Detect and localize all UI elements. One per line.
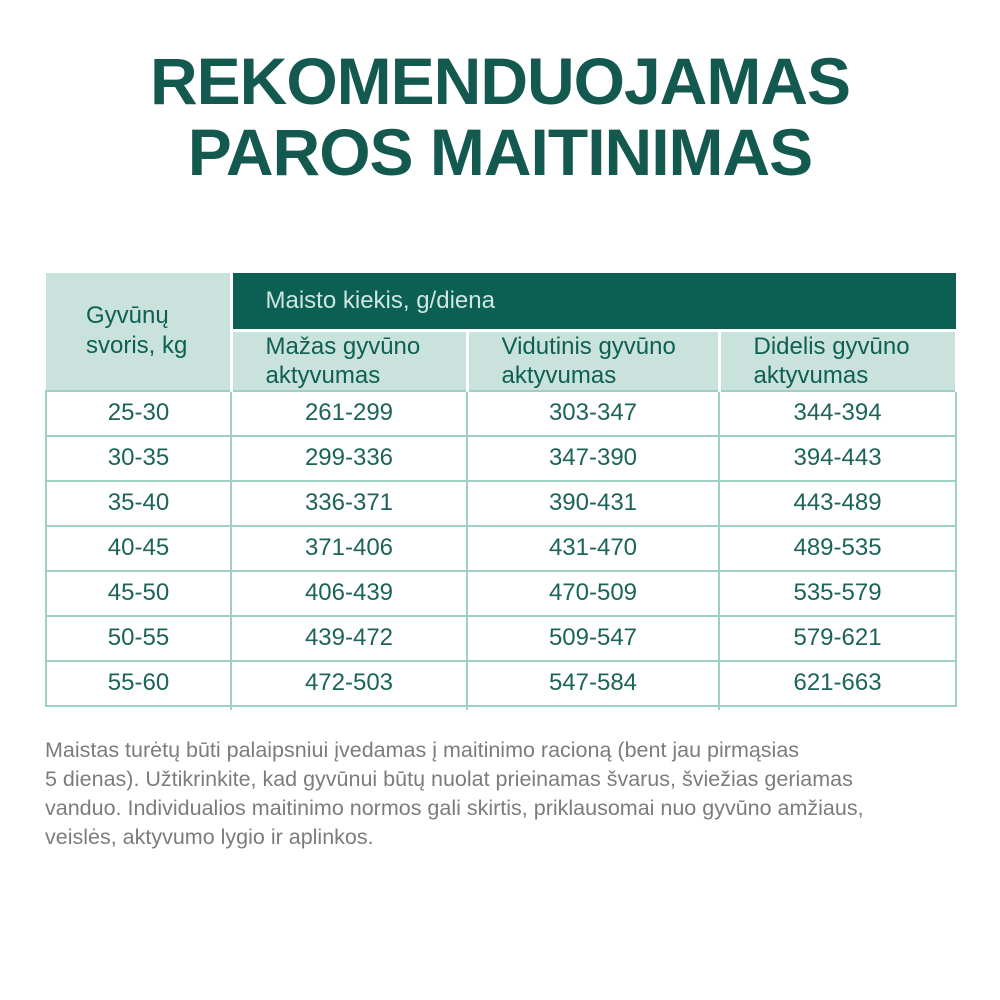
food-amount-cell: 431-470 — [466, 524, 720, 572]
clipped-stub-cell — [230, 705, 467, 710]
food-amount-cell: 299-336 — [230, 434, 468, 482]
table-row: 35-40 336-371 390-431 443-489 — [45, 479, 958, 527]
food-amount-cell: 261-299 — [230, 389, 468, 437]
feeding-table-body: 25-30 261-299 303-347 344-394 30-35 299-336 34… — [45, 389, 958, 710]
food-amount-cell: 443-489 — [717, 479, 958, 527]
food-amount-cell: 509-547 — [466, 614, 720, 662]
food-amount-cell: 439-472 — [230, 614, 468, 662]
footer-note-line: 5 dienas). Užtikrinkite, kad gyvūnui būt… — [45, 766, 853, 791]
table-row: 50-55 439-472 509-547 579-621 — [45, 614, 958, 662]
food-amount-cell: 390-431 — [466, 479, 720, 527]
table-row: 55-60 472-503 547-584 621-663 — [45, 659, 958, 707]
weight-range-cell: 55-60 — [45, 659, 232, 707]
weight-range-cell: 25-30 — [45, 389, 232, 437]
food-amount-cell: 535-579 — [717, 569, 958, 617]
table-row: 40-45 371-406 431-470 489-535 — [45, 524, 958, 572]
food-amount-cell: 344-394 — [717, 389, 958, 437]
food-amount-cell: 470-509 — [466, 569, 720, 617]
page-title-line-2: PAROS MAITINIMAS — [187, 115, 813, 189]
food-amount-cell: 371-406 — [230, 524, 468, 572]
food-amount-cell: 579-621 — [717, 614, 958, 662]
food-amount-cell: 336-371 — [230, 479, 468, 527]
weight-range-cell: 50-55 — [45, 614, 232, 662]
food-amount-group-header: Maisto kiekis, g/diena — [229, 273, 957, 332]
header-row-group: Gyvūnų svoris, kg Maisto kiekis, g/diena — [46, 273, 957, 392]
food-amount-cell: 547-584 — [466, 659, 720, 707]
weight-range-cell: 45-50 — [45, 569, 232, 617]
page-title: REKOMENDUOJAMAS PAROS MAITINIMAS — [0, 0, 1000, 188]
clipped-stub-cell — [466, 705, 719, 710]
page-title-line-1: REKOMENDUOJAMAS — [149, 44, 851, 118]
table-row: 30-35 299-336 347-390 394-443 — [45, 434, 958, 482]
medium-activity-column-header: Vidutinis gyvūno aktyvumas — [465, 330, 719, 392]
food-amount-cell: 472-503 — [230, 659, 468, 707]
low-activity-column-header: Mažas gyvūno aktyvumas — [229, 330, 467, 392]
food-amount-cell: 406-439 — [230, 569, 468, 617]
food-amount-cell: 394-443 — [717, 434, 958, 482]
table-row: 25-30 261-299 303-347 344-394 — [45, 389, 958, 437]
weight-column-header: Gyvūnų svoris, kg — [46, 273, 233, 392]
feeding-table-header: Gyvūnų svoris, kg Maisto kiekis, g/diena… — [46, 273, 958, 392]
food-amount-cell: 347-390 — [466, 434, 720, 482]
food-amount-cell: 621-663 — [717, 659, 958, 707]
footer-note-line: veislės, aktyvumo lygio ir aplinkos. — [45, 824, 374, 849]
header-row-activity: Mažas gyvūno aktyvumas Vidutinis gyvūno … — [46, 330, 958, 392]
clipped-stub-cell — [46, 705, 231, 710]
footer-note-line: Maistas turėtų būti palaipsniui įvedamas… — [45, 737, 800, 762]
feeding-table: Gyvūnų svoris, kg Maisto kiekis, g/diena… — [45, 273, 958, 710]
clipped-stub-cell — [717, 705, 957, 710]
footer-note: Maistas turėtų būti palaipsniui įvedamas… — [45, 736, 955, 852]
high-activity-column-header: Didelis gyvūno aktyvumas — [717, 330, 958, 392]
table-row: 45-50 406-439 470-509 535-579 — [45, 569, 958, 617]
food-amount-cell: 303-347 — [466, 389, 720, 437]
clipped-stub-row — [46, 705, 957, 710]
weight-range-cell: 35-40 — [45, 479, 232, 527]
weight-range-cell: 30-35 — [45, 434, 232, 482]
weight-range-cell: 40-45 — [45, 524, 232, 572]
footer-note-line: vanduo. Individualios maitinimo normos g… — [45, 795, 864, 820]
food-amount-cell: 489-535 — [717, 524, 958, 572]
